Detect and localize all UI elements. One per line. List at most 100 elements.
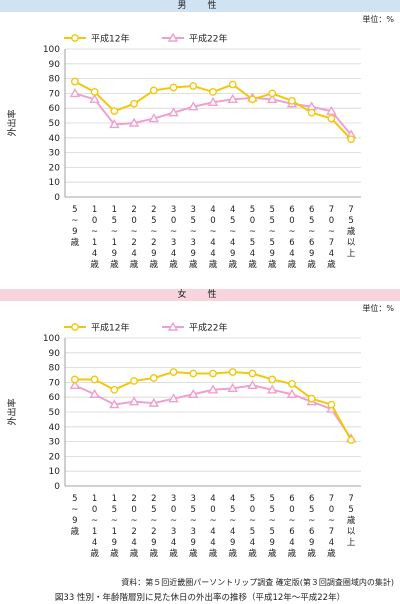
data-point-h12 [268, 375, 277, 384]
data-point-h12 [90, 88, 99, 96]
data-point-h12 [130, 99, 138, 108]
x-tick-label: 5 0 ~5 4 歳 [248, 205, 257, 270]
x-tick-label: 3 5 ~3 9 歳 [189, 494, 198, 559]
data-point-h12 [288, 379, 296, 388]
data-point-h12 [228, 368, 237, 376]
unit-label-male: 単位：% [362, 15, 394, 24]
y-tick-label: 50 [49, 119, 61, 129]
x-tick-label: 2 5 ~2 9 歳 [150, 205, 159, 270]
data-point-h22 [148, 397, 160, 407]
data-point-h12 [70, 77, 79, 86]
unit-label-female: 単位：% [362, 304, 394, 313]
banner-male: 男 性 [0, 0, 400, 12]
data-point-h12 [209, 369, 217, 378]
data-point-h12 [288, 96, 296, 105]
legend-marker [71, 323, 79, 331]
line-chart-male: 0 10 20 30 40 50 60 70 80 90 100 外出率 5 ~9 歳 1 0 ~1 4 歳 1 5 ~1 9… [6, 32, 361, 270]
y-tick-label: 60 [49, 104, 61, 114]
data-point-h22 [227, 382, 238, 393]
x-tick-label: 7 0 ~7 4 歳 [327, 205, 336, 270]
data-point-h22 [109, 399, 120, 409]
data-point-h12 [169, 368, 178, 376]
banner-female: 女 性 [0, 289, 400, 301]
legend-marker [167, 32, 179, 42]
data-point-h22 [168, 107, 179, 117]
data-point-h12 [307, 108, 316, 117]
x-tick-label: 2 0 ~2 4 歳 [130, 205, 139, 270]
data-point-h22 [247, 379, 258, 390]
x-tick-label: 3 0 ~3 4 歳 [169, 494, 178, 559]
data-point-h22 [188, 388, 199, 398]
data-point-h22 [168, 393, 179, 403]
x-tick-label: 7 5 歳以上 [347, 205, 356, 259]
data-point-h22 [69, 379, 81, 390]
data-point-h22 [326, 105, 337, 115]
data-point-h12 [347, 135, 356, 144]
data-point-h22 [188, 101, 199, 111]
x-tick-label: 6 0 ~6 4 歳 [288, 494, 297, 559]
y-tick-label: 0 [54, 193, 60, 203]
x-tick-label: 1 5 ~1 9 歳 [110, 494, 119, 559]
x-tick-label: 6 0 ~6 4 歳 [288, 205, 297, 270]
data-point-h12 [169, 83, 178, 92]
data-point-h12 [228, 80, 237, 89]
data-point-h22 [306, 101, 317, 111]
x-tick-label: 6 5 ~6 9 歳 [307, 494, 316, 559]
data-point-h22 [69, 87, 81, 98]
data-point-h12 [130, 377, 138, 385]
x-tick-label: 2 5 ~2 9 歳 [150, 494, 159, 559]
x-tick-label: 4 0 ~4 4 歳 [209, 205, 218, 270]
data-point-h22 [227, 93, 238, 104]
data-point-h12 [90, 375, 99, 384]
x-tick-label: 5 0 ~5 4 歳 [248, 494, 257, 559]
data-point-h12 [248, 95, 257, 104]
y-tick-label: 70 [49, 89, 61, 99]
y-tick-label: 80 [49, 364, 61, 374]
data-point-h12 [149, 374, 158, 382]
legend-label: 平成22年 [189, 322, 227, 334]
y-tick-label: 10 [49, 178, 61, 188]
data-point-h12 [70, 375, 79, 384]
data-point-h12 [347, 436, 356, 445]
y-tick-label: 10 [49, 467, 61, 477]
data-point-h22 [266, 93, 278, 104]
data-point-h22 [128, 117, 140, 127]
y-tick-label: 40 [49, 423, 61, 433]
x-tick-label: 1 0 ~1 4 歳 [90, 205, 99, 270]
y-tick-label: 90 [49, 349, 61, 359]
x-tick-label: 4 5 ~4 9 歳 [228, 494, 237, 559]
data-point-h12 [189, 369, 198, 378]
data-point-h22 [266, 384, 278, 394]
data-point-h12 [110, 107, 119, 116]
x-tick-label: 5 5 ~5 9 歳 [268, 205, 277, 270]
y-tick-label: 90 [49, 60, 61, 70]
data-point-h12 [189, 82, 198, 90]
y-tick-label: 20 [49, 452, 61, 462]
y-tick-label: 20 [49, 163, 61, 173]
data-point-h12 [327, 400, 336, 409]
x-tick-label: 1 0 ~1 4 歳 [90, 494, 99, 559]
data-point-h12 [268, 89, 277, 98]
legend-marker [71, 34, 79, 42]
x-tick-label: 5 ~9 歳 [71, 494, 80, 537]
x-tick-label: 2 0 ~2 4 歳 [130, 494, 139, 559]
data-point-h22 [286, 388, 298, 398]
y-tick-label: 100 [43, 45, 60, 55]
data-point-h22 [207, 384, 219, 394]
y-tick-label: 30 [49, 149, 61, 159]
x-tick-label: 6 5 ~6 9 歳 [307, 205, 316, 270]
y-tick-label: 40 [49, 134, 61, 144]
data-point-h12 [327, 114, 336, 123]
data-point-h22 [89, 388, 100, 398]
legend-label: 平成12年 [91, 33, 129, 45]
legend-label: 平成22年 [189, 33, 227, 45]
y-tick-label: 0 [54, 482, 60, 492]
x-tick-label: 5 5 ~5 9 歳 [268, 494, 277, 559]
y-axis-title: 外出率 [6, 398, 18, 425]
x-tick-label: 1 5 ~1 9 歳 [110, 205, 119, 270]
legend-label: 平成12年 [91, 322, 129, 334]
data-point-h22 [148, 113, 160, 123]
data-point-h12 [209, 88, 217, 96]
x-tick-label: 5 ~9 歳 [71, 205, 80, 248]
data-point-h12 [248, 369, 257, 378]
